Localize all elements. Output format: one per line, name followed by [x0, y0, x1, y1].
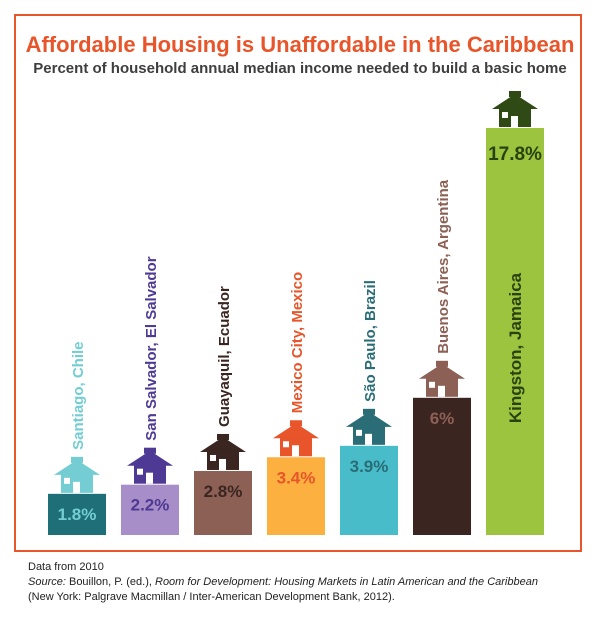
value-label: 3.9% — [350, 457, 389, 476]
source-publisher: (New York: Palgrave Macmillan / Inter-Am… — [28, 591, 395, 603]
bar-group: 3.4% Mexico City, Mexico — [267, 272, 325, 535]
house-window — [137, 468, 143, 475]
house-window — [356, 429, 362, 436]
house-icon — [127, 447, 173, 484]
house-door — [292, 445, 299, 457]
house-window — [210, 454, 216, 461]
value-label: 1.8% — [58, 505, 97, 524]
source-author: Bouillon, P. (ed.), — [65, 576, 155, 588]
bar-group: 2.2% San Salvador, El Salvador — [121, 256, 179, 535]
house-door — [146, 472, 153, 484]
bar-group: 1.8% Santiago, Chile — [48, 341, 106, 535]
chart-subtitle: Percent of household annual median incom… — [33, 60, 567, 77]
bar — [48, 493, 106, 535]
house-roof — [492, 94, 538, 109]
bar-group: 17.8% Kingston, Jamaica — [486, 91, 544, 535]
category-label: São Paulo, Brazil — [362, 280, 379, 402]
category-label: Santiago, Chile — [70, 341, 87, 449]
value-label: 2.2% — [131, 496, 170, 515]
house-chimney — [71, 456, 83, 463]
bar — [121, 484, 179, 535]
value-label: 3.4% — [277, 468, 316, 487]
value-label: 17.8% — [488, 144, 542, 165]
house-roof — [200, 436, 246, 452]
house-door — [438, 385, 445, 397]
house-chimney — [290, 420, 302, 427]
category-label: Guayaquil, Ecuador — [216, 286, 233, 427]
bar — [267, 457, 325, 535]
house-door — [73, 481, 80, 493]
category-label: San Salvador, El Salvador — [143, 256, 160, 440]
source-citation: Source: Bouillon, P. (ed.), Room for Dev… — [28, 575, 593, 590]
house-chimney — [217, 433, 229, 440]
house-window — [64, 477, 70, 484]
house-icon — [200, 433, 246, 470]
house-door — [511, 116, 518, 127]
value-label: 2.8% — [204, 482, 243, 501]
chart-title: Affordable Housing is Unaffordable in th… — [25, 32, 575, 57]
house-window — [283, 441, 289, 448]
source-label: Source: — [28, 576, 66, 588]
house-door — [365, 433, 372, 445]
source-title: Room for Development: Housing Markets in… — [155, 576, 538, 588]
house-chimney — [436, 360, 448, 367]
bar — [340, 445, 398, 535]
data-year-note: Data from 2010 — [28, 561, 104, 573]
value-label: 6% — [430, 409, 455, 428]
house-icon — [54, 456, 100, 493]
category-label: Mexico City, Mexico — [289, 272, 306, 413]
house-window — [429, 381, 435, 388]
bar-group: 2.8% Guayaquil, Ecuador — [194, 286, 252, 535]
bar-group: 3.9% São Paulo, Brazil — [340, 280, 398, 535]
bar-group: 6% Buenos Aires, Argentina — [413, 179, 471, 535]
bar — [413, 397, 471, 535]
house-roof — [346, 411, 392, 427]
house-roof — [54, 459, 100, 475]
house-icon — [346, 408, 392, 445]
house-icon — [419, 360, 465, 397]
house-chimney — [509, 91, 521, 97]
house-chimney — [363, 408, 375, 415]
house-icon — [492, 91, 538, 127]
house-window — [502, 112, 508, 118]
bar — [486, 128, 544, 535]
category-label: Kingston, Jamaica — [506, 272, 525, 423]
source-notes: Data from 2010 Source: Bouillon, P. (ed.… — [28, 560, 593, 605]
house-chimney — [144, 447, 156, 454]
chart-frame — [14, 14, 582, 552]
house-roof — [419, 363, 465, 379]
house-roof — [273, 423, 319, 439]
house-roof — [127, 450, 173, 466]
category-label: Buenos Aires, Argentina — [435, 179, 452, 354]
house-door — [219, 458, 226, 470]
house-icon — [273, 420, 319, 457]
bar — [194, 470, 252, 535]
